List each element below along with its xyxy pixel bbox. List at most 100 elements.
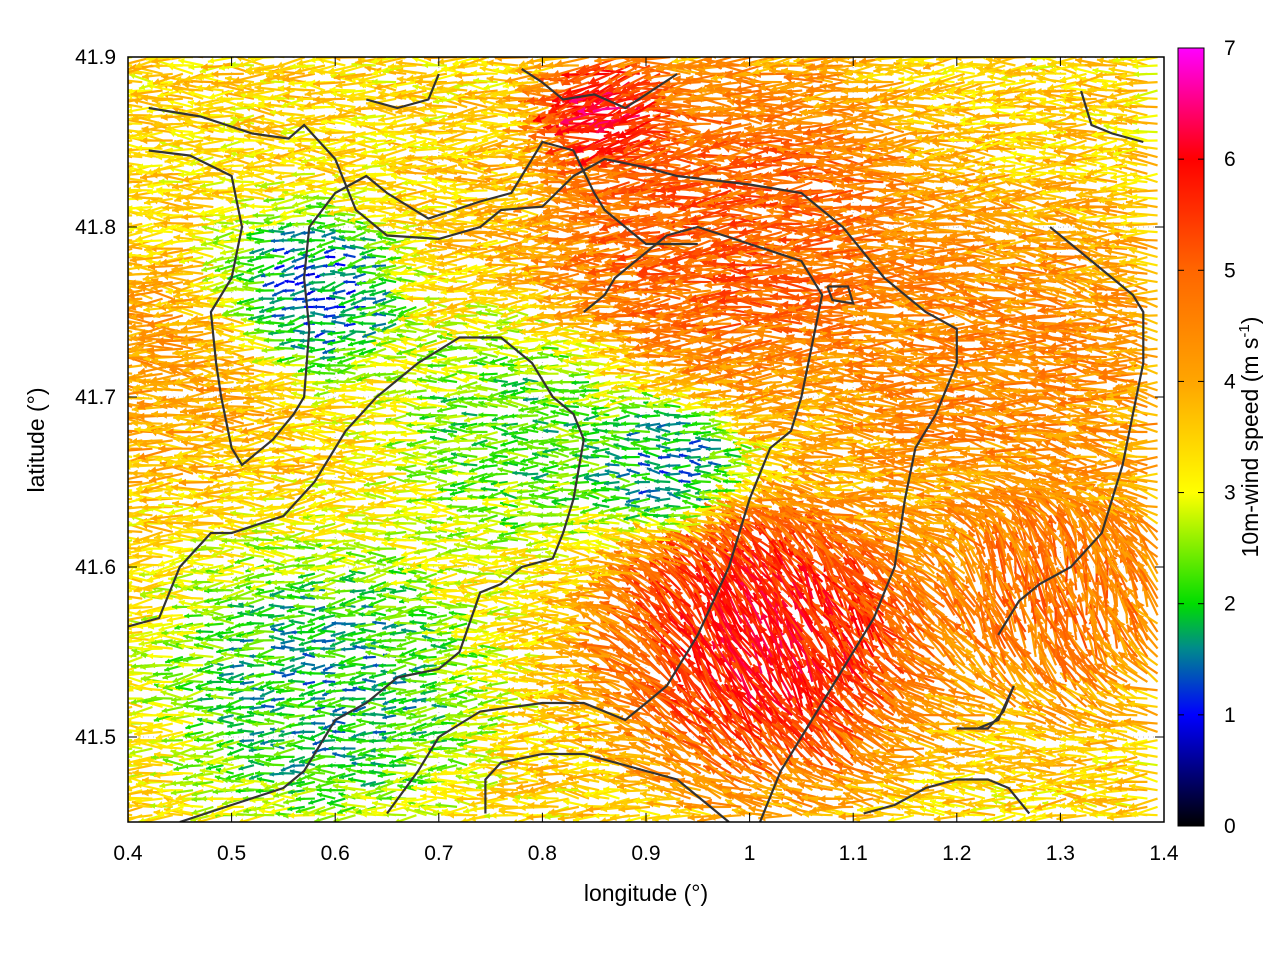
wind-arrow-head: [441, 809, 448, 817]
wind-arrow-head: [260, 802, 268, 809]
wind-arrow-head: [103, 708, 110, 715]
wind-arrow-head: [540, 799, 547, 807]
wind-arrow-head: [838, 812, 846, 821]
wind-arrow-head: [115, 669, 122, 675]
wind-arrow-head: [144, 817, 151, 822]
wind-arrow-shaft: [128, 814, 153, 820]
wind-arrow-head: [838, 799, 846, 808]
wind-arrow-head: [906, 796, 913, 803]
wind-arrow-head: [620, 799, 628, 807]
wind-arrow-head: [269, 807, 276, 815]
wind-arrow-head: [170, 789, 177, 796]
wind-arrow-head: [104, 638, 111, 645]
wind-arrow-head: [243, 786, 249, 793]
wind-arrow-shaft: [128, 805, 143, 813]
wind-arrow-head: [120, 775, 126, 781]
wind-arrow-head: [460, 817, 467, 822]
wind-arrow-head: [811, 795, 818, 803]
wind-arrow-head: [212, 788, 219, 795]
wind-arrow-head: [356, 808, 362, 814]
wind-arrow-head: [317, 792, 323, 798]
wind-arrow-head: [116, 639, 122, 645]
wind-arrow-head: [1058, 802, 1066, 810]
wind-arrow-head: [507, 790, 515, 798]
wind-arrow-head: [697, 816, 705, 822]
wind-arrow-head: [295, 796, 301, 802]
wind-arrow-head: [112, 811, 119, 818]
wind-arrow-head: [176, 808, 183, 815]
wind-arrow-head: [431, 784, 438, 791]
wind-arrows: [101, 57, 1159, 822]
wind-arrow-head: [676, 799, 684, 808]
wind-arrow-head: [874, 810, 881, 818]
wind-arrow-head: [371, 800, 379, 807]
wind-arrow-head: [843, 792, 852, 799]
wind-arrow-head: [149, 802, 156, 809]
wind-arrow-head: [944, 809, 952, 817]
wind-arrow-head: [326, 787, 332, 793]
wind-arrow-head: [128, 801, 131, 809]
wind-arrow-head: [1045, 812, 1053, 820]
wind-arrow-head: [361, 807, 368, 814]
wind-arrow-head: [513, 818, 518, 822]
wind-arrow-head: [704, 798, 713, 807]
wind-arrow-head: [208, 811, 216, 818]
wind-arrow-head: [101, 767, 108, 774]
wind-arrow-head: [128, 814, 130, 822]
wind-arrow-head: [610, 814, 617, 822]
wind-arrow-head: [332, 783, 339, 790]
wind-arrow-head: [338, 792, 344, 798]
wind-arrow-head: [165, 801, 173, 808]
wind-arrow-head: [291, 791, 298, 798]
wind-arrow-head: [684, 802, 692, 811]
wind-arrow-head: [156, 787, 163, 794]
wind-arrow-head: [976, 798, 984, 806]
wind-arrow-head: [893, 803, 901, 811]
wind-arrow-head: [880, 789, 889, 798]
wind-arrow-head: [200, 795, 207, 802]
wind-arrow-head: [220, 786, 226, 793]
wind-arrow-head: [302, 810, 310, 817]
wind-arrow-head: [991, 792, 998, 799]
wind-arrow-head: [958, 789, 966, 796]
wind-arrow-head: [421, 785, 428, 793]
wind-arrow-head: [243, 807, 250, 814]
wind-arrow-head: [520, 792, 528, 800]
wind-arrow-head: [107, 790, 114, 796]
wind-arrow-head: [308, 799, 314, 805]
wind-arrow-head: [514, 793, 521, 801]
wind-arrow-head: [120, 661, 126, 667]
wind-arrow-head: [647, 784, 655, 792]
wind-arrow-head: [930, 806, 937, 813]
wind-arrow-head: [105, 630, 111, 637]
wind-arrow-head: [672, 807, 680, 815]
wind-arrow-head: [548, 808, 556, 816]
wind-arrow-head: [118, 643, 124, 649]
wind-arrow-head: [1067, 799, 1075, 807]
wind-arrow-head: [1107, 798, 1115, 806]
wind-arrow-head: [527, 801, 535, 810]
wind-arrow-head: [942, 798, 950, 806]
wind-arrow-head: [103, 809, 110, 816]
wind-arrow-head: [381, 808, 388, 816]
wind-arrow-head: [625, 817, 632, 822]
wind-arrow-head: [105, 659, 111, 666]
wind-arrow-head: [113, 696, 120, 703]
wind-arrow-head: [581, 802, 588, 810]
wind-arrow-head: [519, 804, 526, 812]
wind-arrow-head: [255, 788, 261, 794]
wind-arrow-head: [687, 813, 695, 822]
wind-arrow-head: [490, 812, 497, 819]
wind-arrow-head: [314, 817, 320, 822]
wind-arrow-head: [177, 802, 184, 809]
wind-arrow-head: [1107, 813, 1114, 821]
wind-arrow-head: [498, 805, 506, 813]
wind-arrow-head: [802, 810, 810, 818]
wind-arrow-head: [191, 796, 197, 803]
wind-arrow-head: [463, 807, 470, 814]
wind-arrow-head: [117, 718, 124, 724]
wind-arrow-head: [360, 794, 367, 801]
wind-arrow-head: [818, 803, 826, 812]
wind-arrow-head: [563, 799, 570, 806]
wind-arrow-head: [696, 803, 704, 811]
